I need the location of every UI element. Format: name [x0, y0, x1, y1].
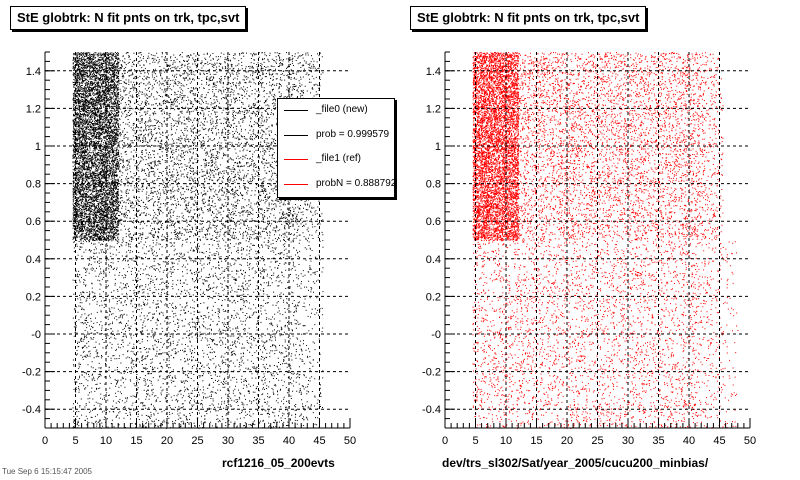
y-tick-label: -0.4 [422, 404, 441, 416]
y-tick-label: 1 [35, 141, 41, 153]
legend-label: _file0 (new) [316, 104, 368, 115]
legend-entry: _file1 (ref) [278, 148, 394, 173]
x-tick-label: 20 [561, 435, 573, 447]
y-tick-label: 1.2 [426, 103, 441, 115]
y-tick-label: 0.6 [26, 216, 41, 228]
scatter-points [72, 52, 324, 429]
y-tick-label: 0.8 [26, 179, 41, 191]
left-scatter-plot: 0 5 10 15 20 25 30 35 40 45 50 -0.4 -0.2 -0 0.2 0.4 0.6 0… [22, 51, 356, 447]
y-tick-label: 0.4 [26, 254, 41, 266]
x-tick-label: 40 [683, 435, 695, 447]
x-tick-label: 50 [744, 435, 756, 447]
y-tick-label: -0.2 [22, 367, 41, 379]
x-tick-label: 25 [191, 435, 203, 447]
legend-box: _file0 (new) prob = 0.999579 _file1 (ref… [277, 98, 395, 198]
x-tick-label: 10 [500, 435, 512, 447]
y-tick-label: 0.6 [426, 216, 441, 228]
x-tick-label: 45 [713, 435, 725, 447]
right-chart-title: StE globtrk: N fit pnts on trk, tpc,svt [410, 6, 647, 30]
left-panel: 0 5 10 15 20 25 30 35 40 45 50 -0.4 -0.2 -0 0.2 0.4 0.6 0… [10, 6, 395, 470]
y-tick-label: -0.4 [22, 404, 41, 416]
x-tick-label: 20 [161, 435, 173, 447]
y-tick-label: 0.2 [426, 291, 441, 303]
x-tick-label: 35 [652, 435, 664, 447]
legend-label: prob = 0.999579 [316, 128, 390, 140]
x-tick-label: 10 [100, 435, 112, 447]
legend-entry: prob = 0.999579 [278, 124, 394, 149]
point-cloud [72, 52, 324, 429]
scatter-points [472, 52, 739, 429]
legend-entry: _file0 (new) [278, 99, 394, 124]
x-tick-label: 35 [252, 435, 264, 447]
y-tick-label: 1.4 [426, 66, 441, 78]
x-tick-label: 15 [130, 435, 142, 447]
y-tick-label: 1.4 [26, 66, 41, 78]
point-cloud [472, 52, 739, 429]
y-tick-label: 1.2 [26, 103, 41, 115]
x-tick-label: 30 [622, 435, 634, 447]
left-x-axis-label: rcf1216_05_200evts [222, 456, 335, 470]
legend-label: probN = 0.888792 [316, 177, 395, 189]
y-tick-label: -0 [431, 329, 441, 341]
right-panel: 0 5 10 15 20 25 30 35 40 45 50 -0.4 -0.2 -0 0.2 0.4 0.6 0… [400, 0, 800, 480]
x-tick-label: 5 [72, 435, 78, 447]
y-tick-label: -0 [31, 329, 41, 341]
legend-swatch [284, 110, 308, 111]
x-tick-label: 5 [472, 435, 478, 447]
x-tick-label: 30 [222, 435, 234, 447]
x-tick-label: 40 [283, 435, 295, 447]
left-chart-title: StE globtrk: N fit pnts on trk, tpc,svt [10, 6, 247, 30]
y-tick-label: 0.4 [426, 254, 441, 266]
timestamp-footer: Tue Sep 6 15:15:47 2005 [2, 467, 92, 476]
x-tick-label: 50 [344, 435, 356, 447]
right-x-axis-label: dev/trs_sl302/Sat/year_2005/cucu200_minb… [442, 456, 709, 470]
x-tick-label: 0 [42, 435, 48, 447]
legend-label: _file1 (ref) [316, 153, 362, 164]
y-tick-label: 1 [435, 141, 441, 153]
legend-swatch [284, 159, 308, 160]
legend-swatch [284, 183, 308, 185]
x-tick-label: 45 [313, 435, 325, 447]
x-tick-label: 15 [530, 435, 542, 447]
legend-swatch [284, 134, 308, 136]
x-tick-label: 0 [442, 435, 448, 447]
y-tick-label: -0.2 [422, 367, 441, 379]
legend-entry: probN = 0.888792 [278, 173, 394, 198]
y-tick-label: 0.8 [426, 179, 441, 191]
y-tick-label: 0.2 [26, 291, 41, 303]
x-tick-label: 25 [591, 435, 603, 447]
right-scatter-plot: 0 5 10 15 20 25 30 35 40 45 50 -0.4 -0.2 -0 0.2 0.4 0.6 0… [422, 51, 756, 447]
